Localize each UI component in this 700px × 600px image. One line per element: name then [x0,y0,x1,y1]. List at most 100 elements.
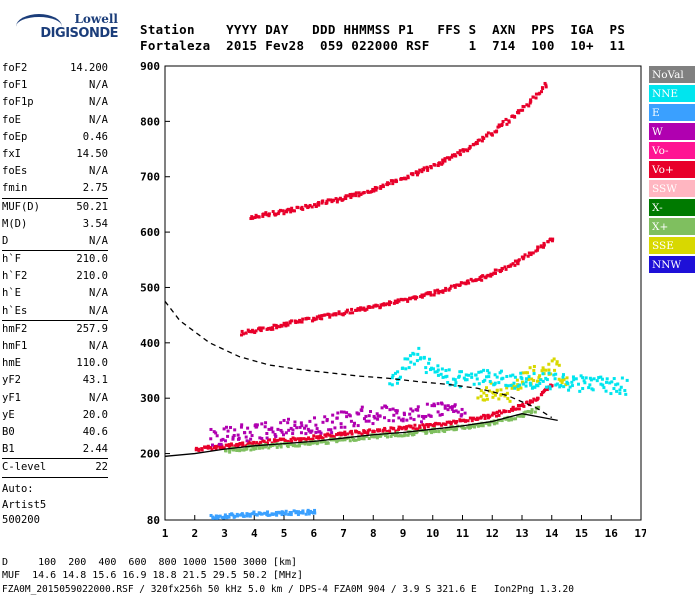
trace-point [245,514,249,518]
trace-point [396,370,400,374]
trace-point [397,416,401,420]
trace-point [477,277,481,281]
trace-point [432,163,436,167]
trace-point [536,245,540,249]
trace-point [479,415,483,419]
trace-point [223,515,227,519]
param-row-4: foEp 0.46 [2,129,108,146]
trace-point [385,405,389,409]
trace-point [497,397,501,401]
trace-point [458,370,462,374]
trace-point [509,383,513,387]
trace-point [507,119,511,123]
trace-point [449,422,453,426]
trace-point [432,402,436,406]
param-row-19: yF1 N/A [2,390,108,407]
trace-point [595,379,599,383]
trace-point [408,412,412,416]
trace-point [508,264,512,268]
trace-point [307,437,311,441]
trace-point [542,243,546,247]
trace-point [386,435,390,439]
trace-point [252,511,256,515]
trace-point [406,298,410,302]
trace-point [530,377,534,381]
trace-point [488,415,492,419]
trace-point [503,265,507,269]
trace-point [568,385,572,389]
trace-point [497,381,501,385]
trace-point [320,314,324,318]
trace-point [370,435,374,439]
param-name: h`F [2,253,21,266]
trace-point [350,429,354,433]
trace-point [498,418,502,422]
trace-point [562,377,566,381]
trace-point [274,510,278,514]
trace-point [209,514,213,518]
trace-point [376,414,380,418]
trace-point [390,376,394,380]
trace-point [400,427,404,431]
trace-point [268,444,272,448]
param-name: foEs [2,165,28,178]
trace-point [422,294,426,298]
trace-point [214,514,218,518]
trace-point [504,383,508,387]
trace-point [397,427,401,431]
trace-point [515,260,519,264]
trace-point [479,370,483,374]
trace-point [459,281,463,285]
trace-point [286,421,290,425]
trace-point [436,402,440,406]
trace-point [561,373,565,377]
trace-point [484,276,488,280]
trace-point [511,408,515,412]
param-row-8: MUF(D) 50.21 [2,199,108,216]
trace-point [376,417,380,421]
trace-point [429,293,433,297]
trace-point [441,429,445,433]
trace-point [345,308,349,312]
trace-point [270,326,274,330]
legend-item-ssw: SSW [649,180,695,199]
trace-point [415,359,419,363]
trace-point [429,166,433,170]
trace-point [281,433,285,437]
trace-point [317,314,321,318]
trace-point [485,393,489,397]
trace-point [298,425,302,429]
trace-point [463,378,467,382]
trace-point [440,367,444,371]
trace-point [339,422,343,426]
trace-point [350,192,354,196]
trace-point [249,330,253,334]
trace-point [499,411,503,415]
trace-point [521,257,525,261]
trace-point [265,431,269,435]
trace-point [245,447,249,451]
trace-point [460,407,464,411]
trace-point [326,432,330,436]
trace-point [364,414,368,418]
trace-point [476,396,480,400]
trace-point [428,357,432,361]
trace-point [348,192,352,196]
y-tick-label: 700 [140,171,160,184]
trace-point [242,448,246,452]
trace-point [194,446,198,450]
trace-point [447,288,451,292]
trace-point [217,514,221,518]
trace-point [278,437,282,441]
trace-point [605,377,609,381]
trace-point [222,446,226,450]
trace-point [265,436,269,440]
trace-point [300,424,304,428]
trace-point [401,298,405,302]
trace-point [445,156,449,160]
trace-point [525,103,529,107]
trace-point [520,377,524,381]
trace-point [318,316,322,320]
trace-point [210,443,214,447]
trace-point [454,154,458,158]
